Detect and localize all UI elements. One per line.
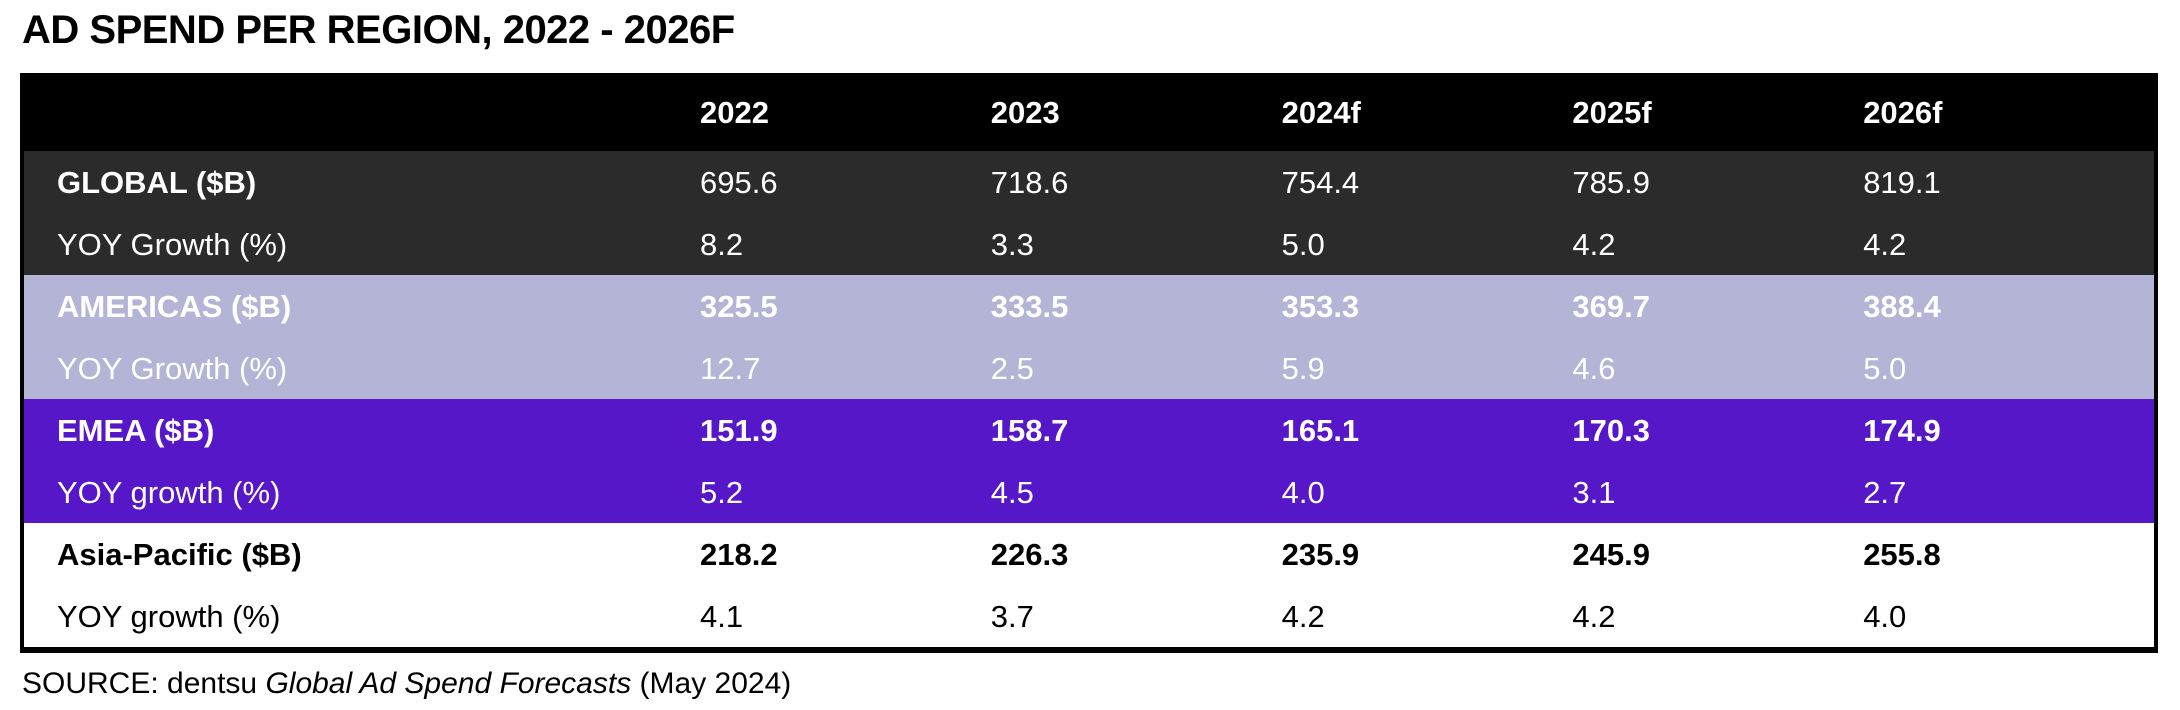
table-row-emea-yoy: YOY growth (%) 5.2 4.5 4.0 3.1 2.7: [24, 461, 2154, 523]
cell-value: 325.5: [700, 288, 778, 324]
page-title: AD SPEND PER REGION, 2022 - 2026F: [22, 8, 735, 52]
table-row-americas-yoy: YOY Growth (%) 12.7 2.5 5.9 4.6 5.0: [24, 337, 2154, 399]
cell-value: 4.5: [990, 474, 1034, 510]
row-label: YOY Growth (%): [57, 226, 288, 262]
cell-value: 4.0: [1281, 474, 1325, 510]
cell-value: 12.7: [700, 350, 761, 386]
cell-value: 754.4: [1281, 164, 1360, 200]
cell-value: 353.3: [1281, 288, 1360, 324]
cell-value: 2.5: [990, 350, 1034, 386]
cell-value: 4.2: [1863, 226, 1907, 262]
table-row-apac-yoy: YOY growth (%) 4.1 3.7 4.2 4.2 4.0: [24, 585, 2154, 647]
col-header-2026f: 2026f: [1863, 94, 1943, 130]
cell-value: 4.2: [1572, 226, 1616, 262]
table-row-americas-spend: AMERICAS ($B) 325.5 333.5 353.3 369.7 38…: [24, 275, 2154, 337]
table-row-emea-spend: EMEA ($B) 151.9 158.7 165.1 170.3 174.9: [24, 399, 2154, 461]
table-row-global-yoy: YOY Growth (%) 8.2 3.3 5.0 4.2 4.2: [24, 213, 2154, 275]
cell-value: 695.6: [700, 164, 778, 200]
cell-value: 5.0: [1281, 226, 1325, 262]
cell-value: 158.7: [990, 412, 1069, 448]
cell-value: 5.0: [1863, 350, 1907, 386]
table-header-row: 2022 2023 2024f 2025f 2026f: [24, 73, 2154, 151]
col-header-2025f: 2025f: [1572, 94, 1652, 130]
cell-value: 8.2: [700, 226, 744, 262]
col-header-2024f: 2024f: [1281, 94, 1361, 130]
cell-value: 333.5: [990, 288, 1069, 324]
row-label: GLOBAL ($B): [57, 164, 257, 200]
col-header-2022: 2022: [700, 94, 769, 130]
cell-value: 4.1: [700, 598, 744, 634]
table-row-apac-spend: Asia-Pacific ($B) 218.2 226.3 235.9 245.…: [24, 523, 2154, 585]
cell-value: 3.1: [1572, 474, 1616, 510]
cell-value: 255.8: [1863, 536, 1941, 572]
cell-value: 245.9: [1572, 536, 1650, 572]
cell-value: 785.9: [1572, 164, 1650, 200]
cell-value: 226.3: [990, 536, 1069, 572]
cell-value: 3.3: [990, 226, 1034, 262]
cell-value: 5.9: [1281, 350, 1325, 386]
col-header-2023: 2023: [990, 94, 1060, 130]
cell-value: 718.6: [990, 164, 1069, 200]
cell-value: 2.7: [1863, 474, 1907, 510]
row-label: Asia-Pacific ($B): [57, 536, 302, 572]
cell-value: 235.9: [1281, 536, 1360, 572]
cell-value: 5.2: [700, 474, 744, 510]
source-suffix: (May 2024): [631, 667, 792, 700]
cell-value: 388.4: [1863, 288, 1941, 324]
cell-value: 170.3: [1572, 412, 1650, 448]
cell-value: 151.9: [700, 412, 778, 448]
ad-spend-table: 2022 2023 2024f 2025f 2026f GLOBAL ($B) …: [20, 73, 2158, 653]
cell-value: 4.0: [1863, 598, 1907, 634]
cell-value: 4.2: [1572, 598, 1616, 634]
cell-value: 218.2: [700, 536, 778, 572]
cell-value: 3.7: [990, 598, 1034, 634]
cell-value: 819.1: [1863, 164, 1941, 200]
row-label: AMERICAS ($B): [57, 288, 292, 324]
source-publication: Global Ad Spend Forecasts: [265, 667, 632, 700]
row-label: EMEA ($B): [57, 412, 215, 448]
cell-value: 4.2: [1281, 598, 1325, 634]
cell-value: 165.1: [1281, 412, 1360, 448]
cell-value: 174.9: [1863, 412, 1941, 448]
source-prefix: SOURCE: dentsu: [22, 667, 266, 700]
cell-value: 369.7: [1572, 288, 1650, 324]
row-label: YOY Growth (%): [57, 350, 288, 386]
source-note: SOURCE: dentsu Global Ad Spend Forecasts…: [22, 667, 2180, 701]
row-label: YOY growth (%): [57, 474, 281, 510]
table-row-global-spend: GLOBAL ($B) 695.6 718.6 754.4 785.9 819.…: [24, 151, 2154, 213]
row-label: YOY growth (%): [57, 598, 281, 634]
cell-value: 4.6: [1572, 350, 1616, 386]
